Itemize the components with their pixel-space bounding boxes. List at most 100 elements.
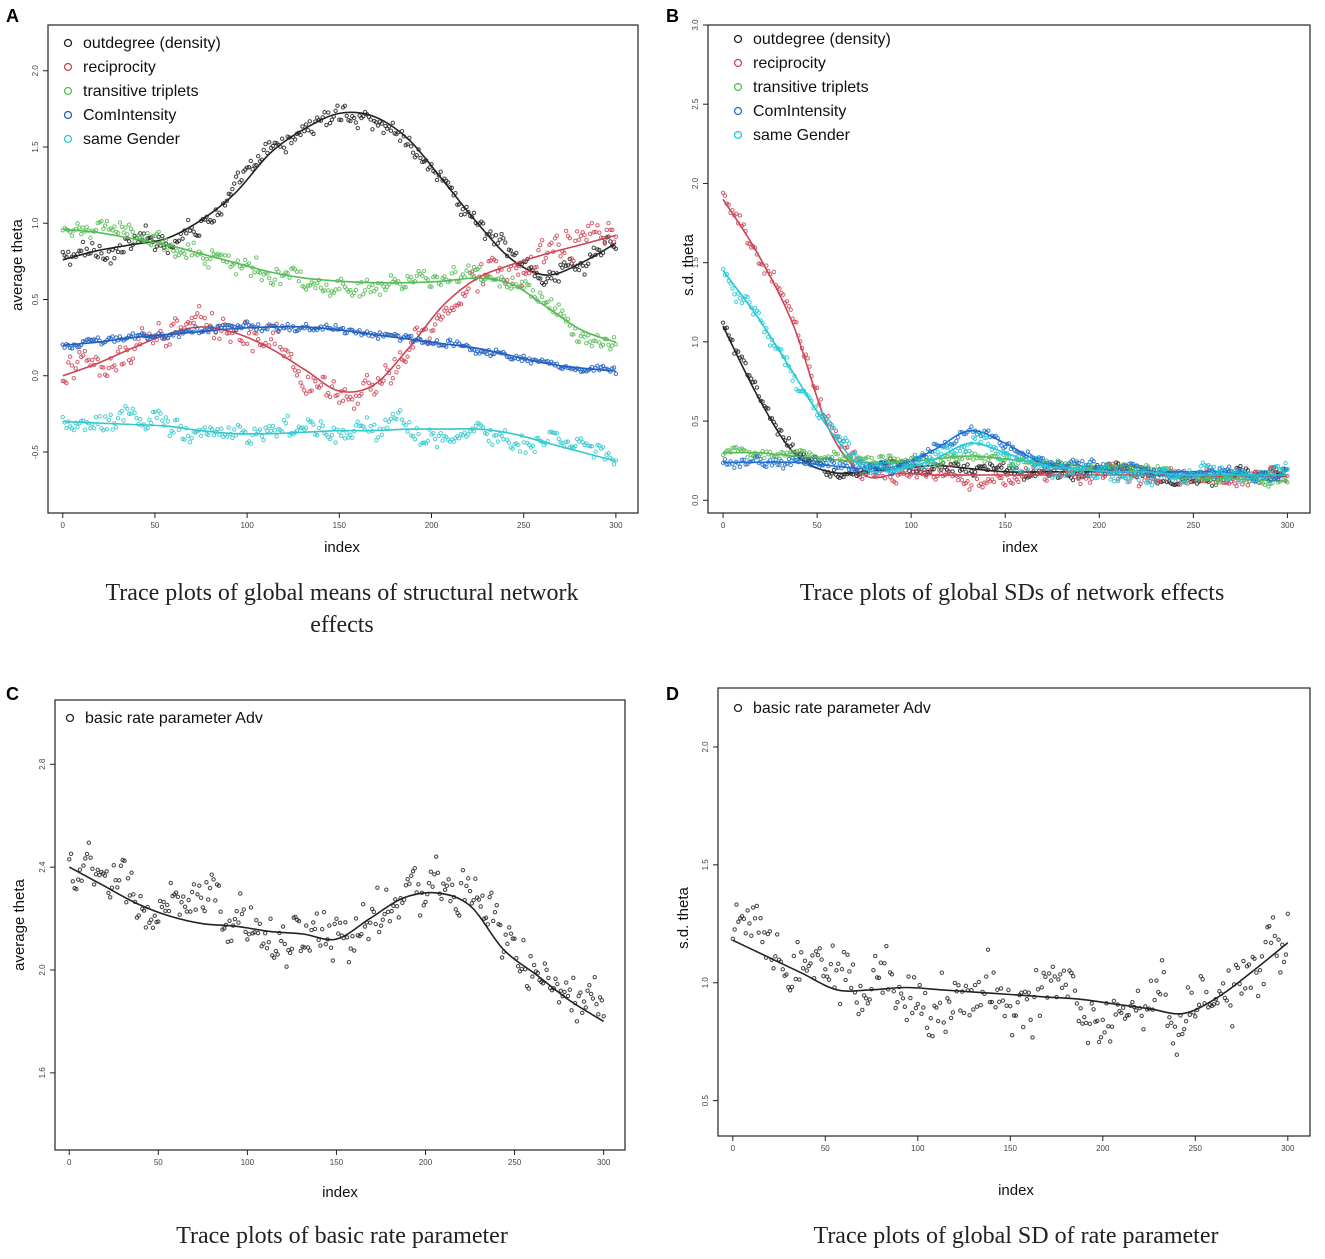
trace-point: [119, 224, 124, 229]
trace-point: [982, 435, 987, 441]
trace-point: [1255, 475, 1260, 481]
trace-point: [196, 304, 202, 309]
trace-point: [583, 1005, 589, 1010]
trace-point: [434, 444, 440, 450]
trace-point: [377, 292, 383, 297]
trace-point: [1211, 1002, 1217, 1007]
trace-point: [274, 434, 279, 439]
trace-point: [1022, 989, 1028, 995]
trace-point: [174, 248, 180, 253]
trace-point: [967, 1013, 972, 1018]
trace-point: [910, 1010, 915, 1016]
trace-point: [312, 926, 318, 932]
trace-point: [1019, 990, 1024, 995]
trace-point: [423, 899, 428, 905]
trace-point: [273, 948, 279, 954]
trace-point: [493, 258, 499, 264]
trace-point: [209, 311, 215, 316]
trace-point: [574, 1019, 580, 1024]
trace-point: [1189, 990, 1194, 995]
trace-point: [779, 347, 784, 352]
trace-point: [156, 229, 161, 235]
trace-point: [361, 292, 366, 297]
trace-point: [928, 1015, 933, 1021]
trace-point: [126, 411, 132, 416]
trace-point: [831, 460, 837, 465]
trace-point: [860, 1007, 865, 1013]
trace-point: [298, 948, 304, 954]
trace-point: [580, 331, 585, 336]
trace-point: [257, 427, 263, 432]
trace-point: [929, 466, 935, 471]
plot-frame: [54, 699, 626, 1151]
trace-point: [734, 211, 739, 216]
trace-point: [1240, 482, 1245, 487]
trace-point: [122, 858, 127, 863]
trace-point: [114, 368, 119, 373]
trace-point: [611, 462, 617, 467]
trace-point: [869, 455, 874, 461]
trace-point: [924, 1025, 930, 1031]
trace-point: [736, 919, 741, 924]
trace-point: [917, 982, 922, 988]
trace-point: [1243, 986, 1248, 991]
trace-point: [565, 993, 571, 999]
trace-point: [926, 1032, 932, 1038]
trace-point: [417, 913, 423, 918]
trace-point: [829, 425, 835, 430]
trace-point: [426, 880, 432, 886]
trace-point: [185, 433, 191, 439]
trace-point: [407, 881, 412, 886]
x-tick-label: 300: [1281, 521, 1295, 530]
trace-point: [216, 883, 222, 888]
trace-point: [219, 426, 224, 431]
trace-point: [507, 925, 512, 930]
trace-point: [327, 436, 333, 442]
trace-point: [510, 936, 515, 941]
trace-point: [460, 207, 466, 212]
trace-point: [430, 884, 435, 889]
trace-point: [75, 344, 80, 350]
y-tick-label: 1.0: [31, 217, 40, 229]
trace-point: [845, 952, 850, 957]
trace-point: [947, 999, 952, 1004]
trace-point: [914, 458, 920, 463]
trace-point: [1030, 1035, 1035, 1040]
trace-point: [1185, 985, 1191, 990]
trace-point: [551, 986, 556, 991]
trace-point: [311, 131, 316, 137]
trace-point: [368, 289, 373, 295]
trace-point: [1185, 476, 1190, 481]
trace-point: [584, 237, 589, 243]
trace-point: [609, 343, 615, 348]
trace-point: [1085, 1040, 1091, 1046]
trace-point: [261, 147, 266, 153]
trace-point: [222, 253, 228, 258]
trace-point: [366, 284, 372, 290]
trace-point: [841, 949, 846, 955]
trace-point: [335, 392, 340, 398]
trace-point: [102, 414, 108, 419]
trace-point: [775, 462, 780, 467]
y-tick-label: 1.5: [701, 859, 710, 871]
trace-point: [163, 237, 169, 243]
trace-point: [826, 977, 832, 982]
trace-point: [591, 245, 596, 251]
trace-point: [935, 449, 940, 455]
trace-point: [1121, 463, 1126, 468]
trace-point: [205, 897, 211, 902]
trace-point: [243, 929, 248, 935]
trace-point: [880, 990, 885, 995]
trace-point: [1013, 1013, 1019, 1018]
trace-point: [475, 289, 480, 294]
trace-point: [919, 1011, 924, 1017]
trace-point: [152, 913, 157, 918]
trace-point: [508, 248, 513, 253]
trace-point: [228, 339, 233, 345]
trace-point: [974, 432, 980, 437]
trace-point: [1202, 477, 1207, 482]
trace-point: [1170, 1041, 1176, 1046]
trace-point: [730, 445, 735, 451]
trace-point: [819, 957, 824, 962]
legend-label: ComIntensity: [753, 103, 846, 120]
